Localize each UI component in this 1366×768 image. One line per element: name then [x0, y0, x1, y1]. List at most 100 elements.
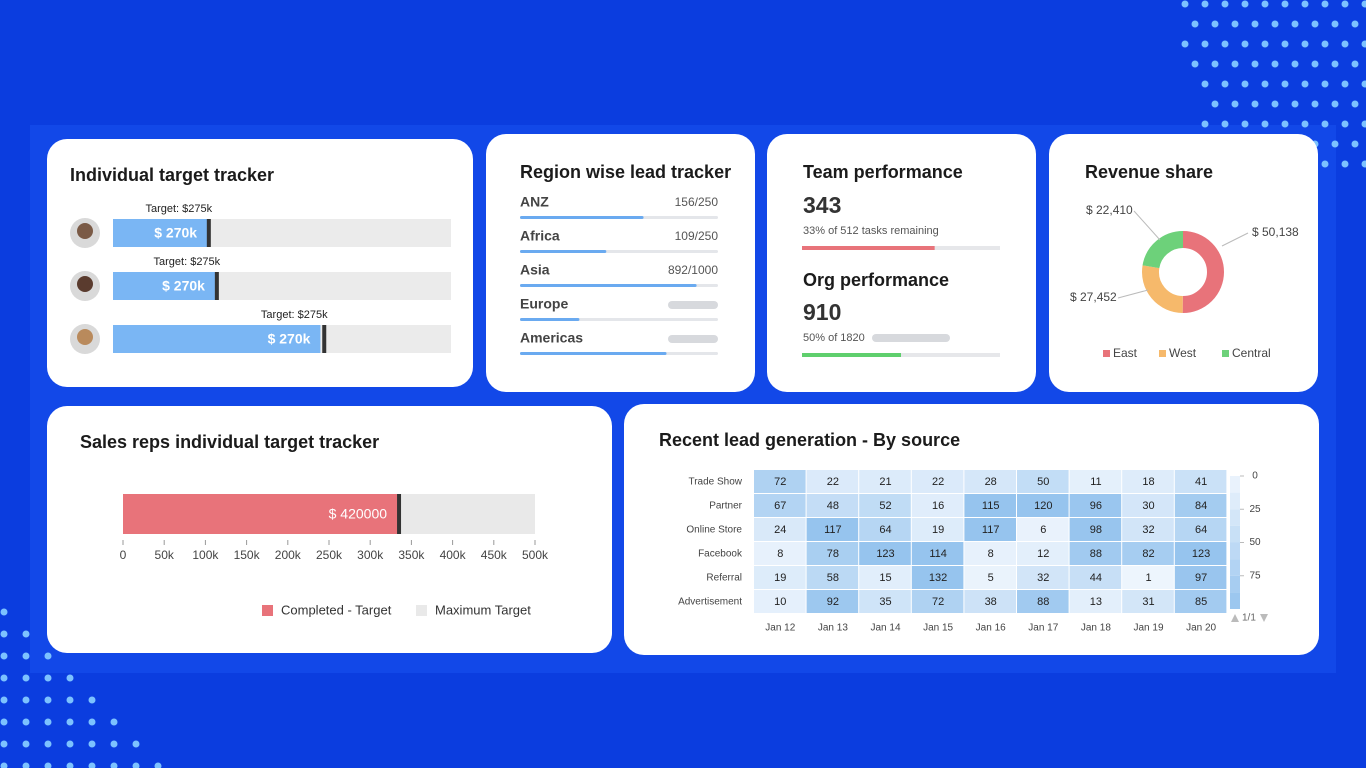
dot	[1331, 140, 1339, 148]
dot	[1251, 20, 1259, 28]
dot	[1261, 80, 1269, 88]
dot	[1201, 0, 1209, 8]
heat-cell	[911, 566, 964, 589]
cell-label: 67	[774, 500, 786, 512]
cell-label: 123	[876, 548, 894, 560]
x-tick-label: 300k	[357, 548, 384, 562]
dot	[44, 762, 52, 768]
dot	[1231, 100, 1239, 108]
data-label: $ 50,138	[1252, 225, 1299, 239]
heat-cell	[964, 494, 1016, 517]
bar	[113, 325, 321, 353]
cell-label: 19	[932, 524, 944, 536]
cell-label: 41	[1195, 476, 1207, 488]
dot	[0, 652, 8, 660]
cell-label: 117	[982, 524, 1000, 536]
heat-cell	[1174, 542, 1227, 565]
legend-swatch	[1159, 350, 1166, 357]
dot	[110, 718, 118, 726]
heat-cell	[911, 494, 964, 517]
dot	[1221, 0, 1229, 8]
cell-label: 117	[824, 524, 842, 536]
cell-label: 78	[827, 548, 839, 560]
dot	[0, 608, 8, 616]
cell-label: 88	[1090, 548, 1102, 560]
dot	[1271, 20, 1279, 28]
dot	[44, 696, 52, 704]
heat-cell	[1122, 590, 1174, 613]
cell-label: 72	[932, 596, 944, 608]
target-label: Target: $275k	[154, 256, 221, 268]
heat-cell	[911, 542, 964, 565]
bar	[802, 353, 901, 357]
col-label: Jan 12	[765, 623, 795, 634]
region-name: Africa	[520, 228, 560, 244]
dot	[66, 674, 74, 682]
x-tick-label: 450k	[481, 548, 508, 562]
dot	[1301, 120, 1309, 128]
dot	[1241, 40, 1249, 48]
cell-label: 11	[1090, 476, 1101, 488]
cell-label: 44	[1090, 572, 1102, 584]
cell-label: 5	[988, 572, 994, 584]
dot	[1321, 120, 1329, 128]
dot	[1211, 20, 1219, 28]
x-tick-label: 200k	[275, 548, 302, 562]
target-marker	[214, 272, 219, 300]
dot	[1261, 40, 1269, 48]
cell-label: 64	[1195, 524, 1207, 536]
cell-label: 123	[1192, 548, 1210, 560]
dot	[1291, 20, 1299, 28]
dot	[1321, 80, 1329, 88]
dot	[1221, 40, 1229, 48]
dot	[1361, 160, 1366, 168]
dot	[1291, 100, 1299, 108]
heat-cell	[859, 542, 911, 565]
dot	[88, 740, 96, 748]
scale-swatch	[1230, 509, 1240, 526]
cell-label: 38	[985, 596, 997, 608]
dot	[1341, 120, 1349, 128]
cell-label: 32	[1142, 524, 1154, 536]
dot	[1301, 80, 1309, 88]
dot	[66, 762, 74, 768]
dot	[1361, 0, 1366, 8]
heat-cell	[1017, 566, 1069, 589]
heat-cell	[754, 590, 806, 613]
heat-cell	[1017, 542, 1069, 565]
scale-swatch	[1230, 492, 1240, 510]
marker	[397, 494, 402, 534]
cell-label: 18	[1142, 476, 1154, 488]
heat-cell	[859, 566, 911, 589]
card-title: Region wise lead tracker	[520, 162, 731, 182]
cell-label: 22	[932, 476, 944, 488]
dot	[1201, 120, 1209, 128]
bar	[520, 216, 644, 219]
dot	[44, 740, 52, 748]
dot	[1201, 40, 1209, 48]
col-label: Jan 15	[923, 623, 953, 634]
dot	[1181, 0, 1189, 8]
dot	[1241, 0, 1249, 8]
dot	[1301, 0, 1309, 8]
cell-label: 24	[774, 524, 786, 536]
scale-label: 25	[1249, 504, 1261, 515]
heat-cell	[806, 566, 859, 589]
dot	[1221, 120, 1229, 128]
kpi-subtitle: 33% of 512 tasks remaining	[803, 225, 939, 237]
leader-line	[1117, 289, 1149, 299]
col-label: Jan 19	[1133, 623, 1163, 634]
cell-label: 85	[1195, 596, 1207, 608]
dot	[1351, 140, 1359, 148]
scale-label: 0	[1252, 471, 1258, 482]
row-label: Advertisement	[678, 597, 742, 608]
region-name: ANZ	[520, 194, 549, 210]
legend-label: East	[1113, 346, 1138, 360]
dot	[22, 696, 30, 704]
cell-label: 82	[1142, 548, 1154, 560]
cell-label: 8	[988, 548, 994, 560]
heat-cell	[1174, 470, 1227, 493]
x-tick-label: 400k	[440, 548, 467, 562]
target-label: Target: $275k	[145, 203, 212, 215]
value-label: $ 270k	[162, 278, 205, 294]
